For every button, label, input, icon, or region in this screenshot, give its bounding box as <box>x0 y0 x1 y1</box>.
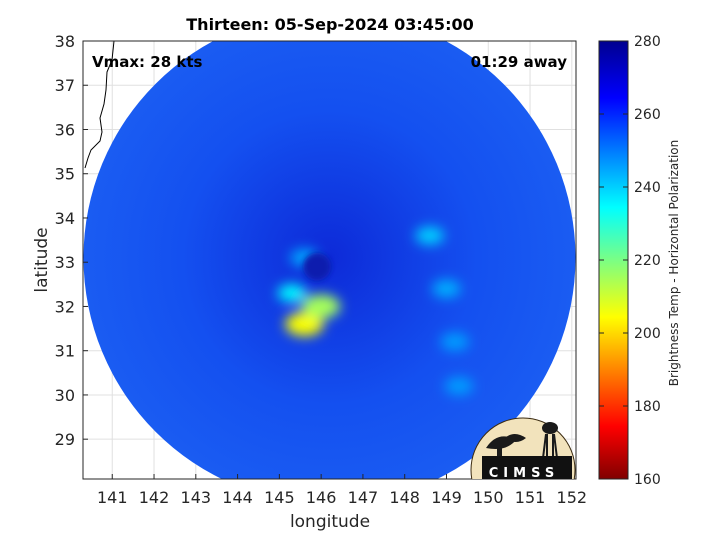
swath-disc <box>83 41 576 479</box>
storm-eye <box>302 252 331 281</box>
x-tick-label: 152 <box>557 488 588 507</box>
colorbar-tick-label: 220 <box>634 253 661 269</box>
colorbar-tick-label: 200 <box>634 326 661 342</box>
x-tick-label: 142 <box>139 488 170 507</box>
y-tick-label: 35 <box>55 165 75 184</box>
colorbar-tick-label: 240 <box>634 180 661 196</box>
x-tick-label: 143 <box>181 488 212 507</box>
colorbar-tick-label: 280 <box>634 34 661 50</box>
x-tick-label: 151 <box>515 488 546 507</box>
y-axis-label: latitude <box>32 227 52 292</box>
swath-area <box>83 41 576 479</box>
feature-blob <box>301 294 341 319</box>
y-tick-label: 33 <box>55 253 75 272</box>
y-tick-label: 37 <box>55 76 75 95</box>
cimss-logo: CIMSS <box>470 417 576 481</box>
colorbar-tick-label: 180 <box>634 399 661 415</box>
colorbar-label: Brightness Temp - Horizontal Polarizatio… <box>667 140 681 387</box>
y-tick-label: 29 <box>55 430 75 449</box>
x-tick-label: 146 <box>306 488 337 507</box>
feature-blob <box>440 332 470 351</box>
vmax-annotation: Vmax: 28 kts <box>92 53 202 71</box>
feature-blob <box>415 226 445 245</box>
colorbar-ticks: 160 180 200 220 240 260 280 <box>599 34 661 488</box>
y-tick-label: 30 <box>55 386 75 405</box>
y-tick-label: 34 <box>55 209 75 228</box>
time-away-annotation: 01:29 away <box>471 53 568 71</box>
x-tick-label: 148 <box>389 488 420 507</box>
feature-blob <box>432 279 461 298</box>
colorbar-tick-label: 260 <box>634 107 661 123</box>
x-tick-label: 141 <box>97 488 128 507</box>
feature-blob <box>444 377 474 396</box>
chart-title: Thirteen: 05-Sep-2024 03:45:00 <box>186 15 473 34</box>
eye-core <box>302 252 331 281</box>
x-axis-label: longitude <box>290 512 370 532</box>
x-axis: 141 142 143 144 145 146 147 148 149 150 151 152 <box>97 474 587 507</box>
coastline <box>84 41 115 169</box>
y-tick-label: 31 <box>55 342 75 361</box>
logo-text: CIMSS <box>489 466 559 481</box>
feature-blob <box>277 284 307 303</box>
x-tick-label: 145 <box>264 488 295 507</box>
x-tick-label: 149 <box>431 488 462 507</box>
plot-frame <box>82 40 577 480</box>
y-tick-label: 38 <box>55 32 75 51</box>
x-tick-label: 150 <box>473 488 504 507</box>
x-tick-label: 147 <box>348 488 379 507</box>
convective-features <box>277 226 474 396</box>
x-tick-label: 144 <box>222 488 253 507</box>
y-tick-label: 36 <box>55 120 75 139</box>
colorbar-tick-label: 160 <box>634 472 661 488</box>
y-tick-label: 32 <box>55 297 75 316</box>
y-axis: 29 30 31 32 33 34 35 36 37 38 <box>55 32 88 449</box>
feature-blob <box>285 312 324 337</box>
